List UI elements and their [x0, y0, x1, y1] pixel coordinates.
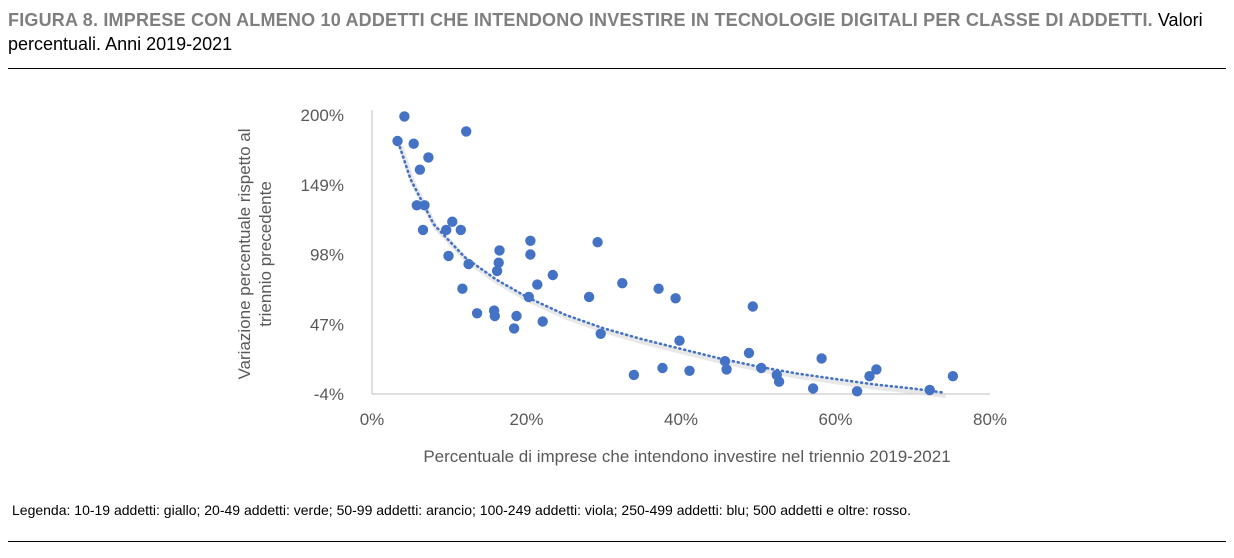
chart-axes: [371, 110, 990, 395]
trendline-layer: [397, 141, 946, 399]
data-point: [721, 364, 732, 375]
data-point: [816, 353, 827, 364]
data-point: [417, 224, 429, 236]
y-axis-title: Variazione percentuale rispetto al trienn…: [235, 128, 275, 379]
data-point: [457, 283, 468, 294]
data-point: [653, 283, 664, 294]
data-point: [447, 216, 458, 227]
data-point: [511, 310, 522, 322]
data-point: [399, 111, 410, 122]
y-tick-label: 98%: [310, 246, 344, 265]
data-point: [657, 362, 668, 374]
trendline: [397, 141, 945, 394]
data-point: [851, 386, 863, 397]
data-point: [493, 257, 504, 268]
data-point: [773, 376, 785, 387]
data-point: [532, 279, 543, 290]
data-point: [461, 126, 472, 137]
points-layer: [392, 111, 959, 397]
data-point: [595, 328, 606, 339]
data-point: [455, 224, 466, 236]
data-point: [547, 269, 558, 281]
data-point: [441, 224, 452, 236]
data-point: [743, 347, 755, 359]
data-point: [491, 265, 503, 277]
data-point: [674, 335, 685, 346]
labels-layer: 200% 149% 98% 47% -4% 0% 20% 40% 60% 80% Percentua…: [235, 106, 1007, 466]
scatter-chart: 200% 149% 98% 47% -4% 0% 20% 40% 60% 80% Percentua…: [235, 106, 1007, 466]
data-point: [537, 316, 548, 327]
data-point: [525, 249, 536, 260]
data-point: [684, 365, 695, 376]
legend-note: Legenda: 10-19 addetti: giallo; 20-49 ad…: [12, 502, 911, 518]
data-point: [408, 138, 419, 149]
data-point: [523, 291, 534, 303]
y-tick-label: -4%: [314, 385, 344, 404]
data-point: [443, 250, 454, 262]
data-point: [494, 245, 505, 256]
data-point: [947, 371, 959, 382]
x-axis-title: Percentuale di imprese che intendono inv…: [423, 447, 950, 466]
x-tick-label: 40%: [664, 410, 698, 429]
data-point: [463, 258, 474, 270]
trendline-shadow: [397, 144, 946, 399]
y-tick-label: 200%: [301, 106, 344, 125]
data-point: [471, 308, 483, 319]
data-point: [592, 237, 603, 248]
data-point: [583, 291, 595, 303]
data-point: [392, 135, 403, 147]
data-point: [411, 200, 422, 211]
data-point: [419, 200, 430, 211]
data-point: [414, 164, 426, 175]
figure-title-bold: FIGURA 8. IMPRESE CON ALMENO 10 ADDETTI …: [8, 10, 1153, 30]
x-tick-label: 60%: [818, 410, 852, 429]
data-point: [719, 356, 731, 367]
data-point: [628, 369, 640, 381]
data-point: [747, 301, 758, 312]
x-tick-label: 80%: [973, 410, 1007, 429]
figure-title: FIGURA 8. IMPRESE CON ALMENO 10 ADDETTI …: [8, 8, 1226, 56]
figure-title-subtitle: Valori percentuali. Anni 2019-2021: [8, 10, 1203, 54]
data-point: [489, 310, 500, 322]
y-axis-title-line: Variazione percentuale rispetto al: [235, 128, 254, 379]
bottom-rule: [8, 541, 1226, 542]
data-point: [864, 371, 875, 382]
y-tick-label: 47%: [310, 315, 344, 334]
x-tick-label: 0%: [360, 410, 385, 429]
data-point: [423, 152, 434, 163]
data-point: [525, 235, 536, 246]
data-point: [508, 323, 520, 334]
y-tick-label: 149%: [301, 176, 344, 195]
data-point: [670, 293, 681, 304]
data-point: [924, 384, 935, 396]
data-point: [617, 278, 628, 289]
y-axis-title-line: triennio precedente: [256, 181, 275, 327]
data-point: [871, 364, 882, 375]
top-rule: [8, 68, 1226, 69]
x-tick-label: 20%: [509, 410, 543, 429]
data-point: [756, 362, 767, 374]
data-point: [807, 383, 819, 394]
